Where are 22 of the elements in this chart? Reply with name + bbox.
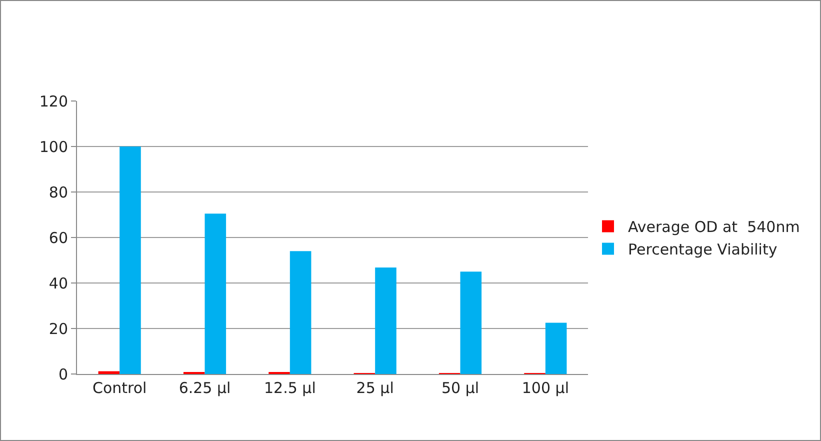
y-tick-label: 20: [48, 320, 68, 338]
x-tick-label: 50 µl: [441, 379, 480, 397]
x-tick-label: Control: [92, 379, 147, 397]
bar: [375, 268, 396, 374]
y-tick-label: 40: [48, 274, 68, 292]
y-tick-label: 0: [58, 365, 68, 384]
y-tick-label: 60: [48, 228, 68, 247]
y-tick-label: 100: [39, 138, 68, 156]
bar: [120, 146, 141, 374]
bar: [460, 272, 482, 374]
x-tick-label: 6.25 µl: [178, 379, 231, 397]
bar: [290, 251, 312, 374]
y-tick-label: 120: [39, 92, 68, 110]
bar: [98, 371, 120, 374]
y-tick-label: 80: [48, 183, 68, 202]
legend-label: Average OD at 540nm: [628, 218, 800, 236]
legend-label: Percentage Viability: [628, 240, 778, 259]
x-tick-label: 25 µl: [356, 379, 394, 397]
bar: [545, 322, 567, 374]
x-tick-label: 12.5 µl: [264, 379, 316, 397]
bar: [204, 214, 226, 374]
x-tick-label: 100 µl: [522, 379, 569, 397]
